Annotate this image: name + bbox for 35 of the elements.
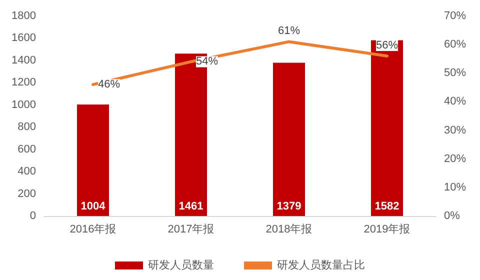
x-tick-label: 2018年报 bbox=[266, 224, 312, 236]
data-label: 56% bbox=[376, 40, 398, 52]
y2-tick-label: 10% bbox=[444, 181, 466, 194]
data-label: 61% bbox=[278, 25, 300, 38]
y-tick-label: 400 bbox=[18, 166, 36, 178]
y-tick-label: 0 bbox=[30, 210, 36, 222]
y2-tick-label: 60% bbox=[444, 38, 466, 51]
x-tick-label: 2017年报 bbox=[168, 224, 214, 236]
y2-tick-label: 70% bbox=[444, 10, 466, 22]
y-tick-label: 800 bbox=[18, 121, 36, 134]
bar bbox=[77, 104, 109, 216]
data-label: 1004 bbox=[80, 200, 106, 212]
data-label: 54% bbox=[196, 56, 218, 68]
y-tick-label: 1800 bbox=[12, 10, 36, 22]
y-tick-label: 1400 bbox=[12, 54, 36, 66]
data-label: 46% bbox=[98, 78, 120, 91]
y2-tick-label: 40% bbox=[444, 96, 466, 108]
bar bbox=[371, 40, 403, 216]
y2-tick-label: 50% bbox=[444, 67, 466, 80]
y2-tick-label: 30% bbox=[444, 124, 466, 136]
y2-tick-label: 20% bbox=[444, 152, 466, 165]
y2-tick-label: 0% bbox=[444, 210, 460, 222]
x-tick-label: 2016年报 bbox=[70, 224, 116, 236]
y-tick-label: 600 bbox=[18, 143, 36, 156]
data-label: 1379 bbox=[276, 200, 302, 212]
y-tick-label: 200 bbox=[18, 188, 36, 200]
legend-label: 研发人员数量 bbox=[148, 260, 214, 272]
y-tick-label: 1200 bbox=[12, 76, 36, 89]
y-tick-label: 1600 bbox=[12, 32, 36, 44]
legend-label: 研发人员数量占比 bbox=[277, 258, 365, 272]
x-tick-label: 2019年报 bbox=[364, 224, 410, 236]
data-label: 1461 bbox=[178, 200, 204, 212]
data-label: 1582 bbox=[374, 200, 400, 212]
y-tick-label: 1000 bbox=[12, 98, 36, 111]
bar bbox=[273, 62, 305, 216]
